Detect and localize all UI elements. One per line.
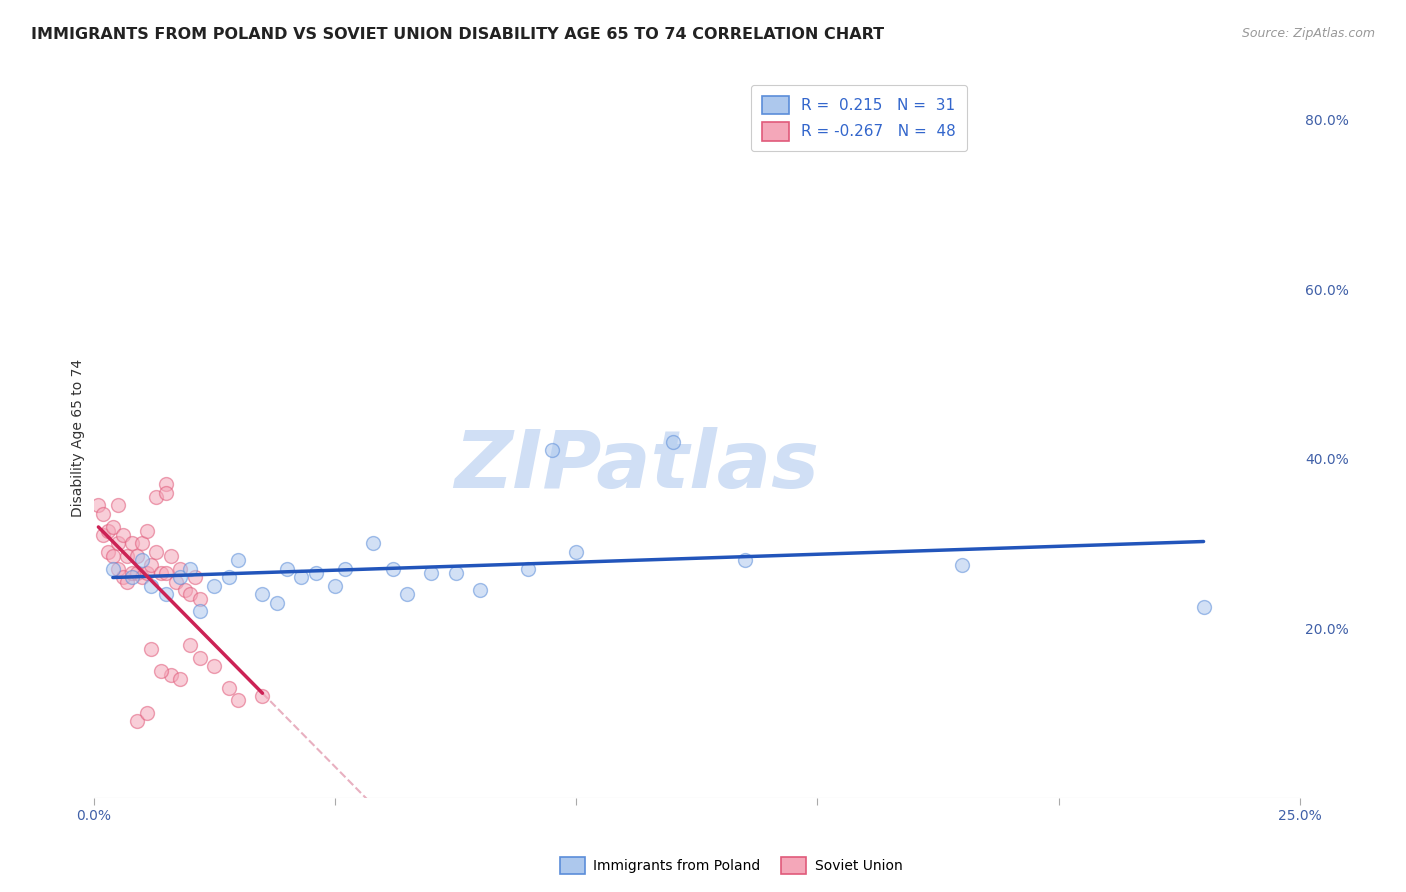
Point — [165, 574, 187, 589]
Point — [179, 587, 201, 601]
Point — [218, 570, 240, 584]
Point — [125, 566, 148, 581]
Point — [101, 562, 124, 576]
Point — [174, 583, 197, 598]
Point — [159, 549, 181, 564]
Point — [179, 562, 201, 576]
Point — [101, 519, 124, 533]
Point — [155, 566, 177, 581]
Point — [266, 596, 288, 610]
Point — [145, 545, 167, 559]
Point — [101, 549, 124, 564]
Point — [155, 485, 177, 500]
Point — [565, 545, 588, 559]
Point — [125, 549, 148, 564]
Point — [141, 642, 163, 657]
Point — [135, 524, 157, 538]
Point — [323, 579, 346, 593]
Point — [135, 706, 157, 720]
Point — [150, 566, 173, 581]
Point — [290, 570, 312, 584]
Point — [121, 536, 143, 550]
Point — [131, 570, 153, 584]
Text: ZIPatlas: ZIPatlas — [454, 427, 820, 506]
Point — [155, 587, 177, 601]
Point — [141, 558, 163, 572]
Point — [169, 570, 191, 584]
Point — [135, 566, 157, 581]
Point — [228, 553, 250, 567]
Point — [468, 583, 491, 598]
Point — [179, 638, 201, 652]
Point — [125, 714, 148, 729]
Point — [111, 528, 134, 542]
Point — [91, 507, 114, 521]
Point — [169, 672, 191, 686]
Point — [121, 570, 143, 584]
Legend: R =  0.215   N =  31, R = -0.267   N =  48: R = 0.215 N = 31, R = -0.267 N = 48 — [751, 85, 967, 152]
Point — [228, 693, 250, 707]
Point — [420, 566, 443, 581]
Point — [333, 562, 356, 576]
Point — [145, 490, 167, 504]
Point — [396, 587, 419, 601]
Point — [188, 604, 211, 618]
Point — [107, 499, 129, 513]
Point — [87, 499, 110, 513]
Point — [188, 591, 211, 606]
Point — [202, 659, 225, 673]
Point — [734, 553, 756, 567]
Point — [381, 562, 404, 576]
Point — [141, 579, 163, 593]
Point — [169, 562, 191, 576]
Point — [159, 668, 181, 682]
Point — [188, 651, 211, 665]
Point — [91, 528, 114, 542]
Point — [117, 549, 139, 564]
Y-axis label: Disability Age 65 to 74: Disability Age 65 to 74 — [72, 359, 86, 516]
Point — [304, 566, 326, 581]
Point — [97, 545, 120, 559]
Point — [541, 443, 564, 458]
Point — [276, 562, 298, 576]
Point — [111, 570, 134, 584]
Point — [131, 536, 153, 550]
Point — [184, 570, 207, 584]
Point — [107, 562, 129, 576]
Point — [97, 524, 120, 538]
Point — [121, 566, 143, 581]
Point — [155, 477, 177, 491]
Point — [1192, 600, 1215, 615]
Point — [252, 689, 274, 703]
Point — [117, 574, 139, 589]
Point — [150, 664, 173, 678]
Point — [950, 558, 973, 572]
Point — [131, 553, 153, 567]
Point — [444, 566, 467, 581]
Point — [252, 587, 274, 601]
Legend: Immigrants from Poland, Soviet Union: Immigrants from Poland, Soviet Union — [553, 850, 910, 880]
Point — [202, 579, 225, 593]
Point — [516, 562, 538, 576]
Point — [363, 536, 385, 550]
Text: Source: ZipAtlas.com: Source: ZipAtlas.com — [1241, 27, 1375, 40]
Text: IMMIGRANTS FROM POLAND VS SOVIET UNION DISABILITY AGE 65 TO 74 CORRELATION CHART: IMMIGRANTS FROM POLAND VS SOVIET UNION D… — [31, 27, 884, 42]
Point — [107, 536, 129, 550]
Point — [661, 434, 683, 449]
Point — [218, 681, 240, 695]
